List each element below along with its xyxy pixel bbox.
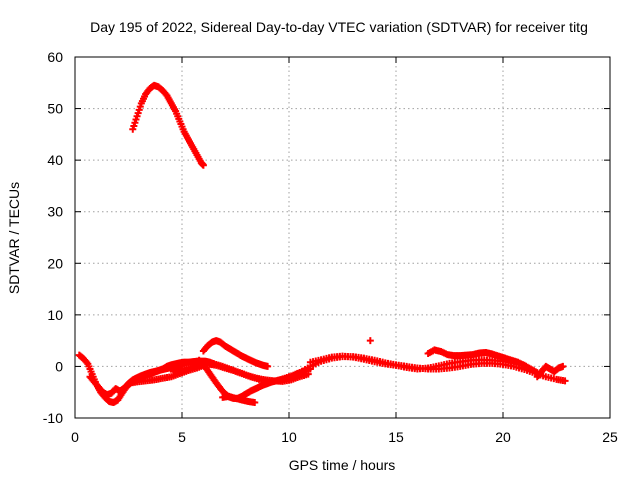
- x-tick-label: 20: [495, 429, 511, 445]
- x-axis-title: GPS time / hours: [289, 457, 396, 473]
- y-tick-label: -10: [43, 410, 63, 426]
- y-tick-label: 50: [47, 101, 63, 117]
- data-point: [199, 161, 207, 169]
- series-arc-j: [424, 346, 541, 377]
- y-axis-title: SDTVAR / TECUs: [6, 182, 22, 294]
- chart-title: Day 195 of 2022, Sidereal Day-to-day VTE…: [90, 19, 588, 35]
- plot-frame: [74, 56, 611, 419]
- y-tick-label: 30: [47, 204, 63, 220]
- series-arc-d: [199, 337, 272, 370]
- x-tick-label: 0: [71, 429, 79, 445]
- series-arc-i: [306, 352, 528, 373]
- series-arc-k: [533, 362, 567, 381]
- data-point: [251, 399, 259, 407]
- data-point: [559, 362, 567, 370]
- data-point: [83, 359, 91, 367]
- y-tick-label: 10: [47, 307, 63, 323]
- series-arc-g: [219, 392, 259, 407]
- series-outlier: [366, 337, 374, 345]
- x-tick-label: 25: [602, 429, 618, 445]
- y-tick-label: 0: [55, 358, 63, 374]
- axes: 0 5 10 15 20 25 -10 0 10 20 30 40 50 60: [43, 49, 618, 445]
- data-point: [366, 337, 374, 345]
- series-arc-high: [129, 81, 207, 169]
- x-tick-label: 5: [178, 429, 186, 445]
- grid: [75, 57, 610, 418]
- y-tick-label: 20: [47, 255, 63, 271]
- x-tick-label: 10: [281, 429, 297, 445]
- y-tick-label: 40: [47, 152, 63, 168]
- data-point: [561, 377, 569, 385]
- data-point: [264, 362, 272, 370]
- x-tick-label: 15: [388, 429, 404, 445]
- y-tick-label: 60: [47, 49, 63, 65]
- data-points: [75, 81, 569, 407]
